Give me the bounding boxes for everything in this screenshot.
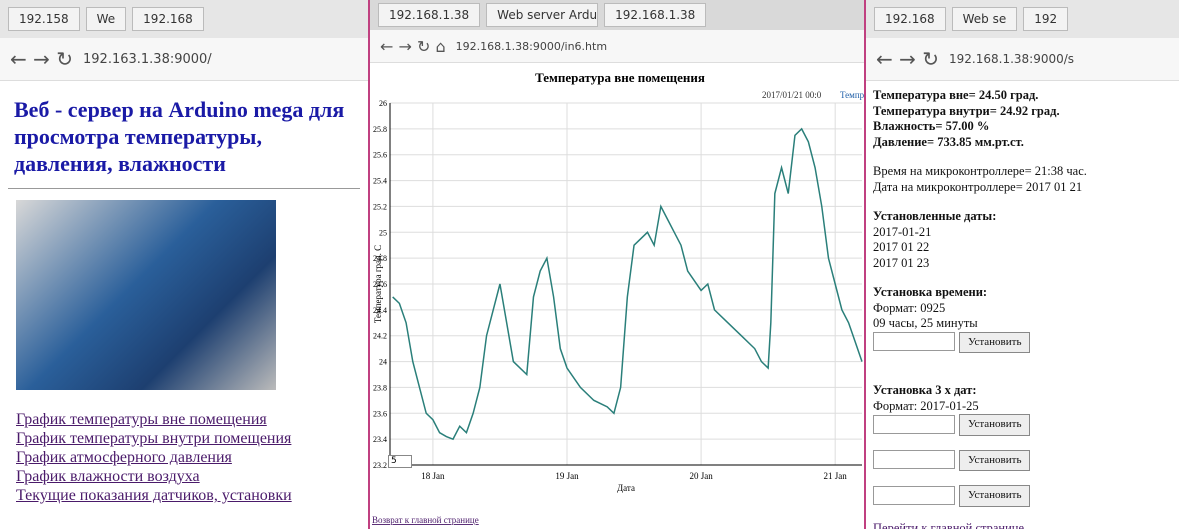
- y-tick-label: 23.6: [373, 409, 387, 418]
- section-title: Установка времени:: [873, 285, 988, 299]
- y-tick-label: 23.2: [373, 461, 387, 470]
- nav-link[interactable]: График температуры вне помещения: [16, 411, 267, 428]
- x-tick-label: 18 Jan: [421, 471, 445, 481]
- status-line: Давление= 733.85 мм.рт.ст.: [873, 134, 1024, 149]
- spacer: [873, 271, 1173, 285]
- set-button[interactable]: Установить: [959, 449, 1031, 471]
- tab[interactable]: 192.158: [8, 7, 80, 31]
- tab[interactable]: 192.168: [132, 7, 204, 31]
- status-line: Время на микроконтроллере= 21:38 час.: [873, 164, 1087, 178]
- text-input[interactable]: [873, 450, 955, 470]
- tab[interactable]: 192.168: [874, 7, 946, 31]
- tab[interactable]: 192.168.1.38: [604, 3, 707, 27]
- footer-link[interactable]: Возврат к главной странице: [372, 515, 479, 525]
- rule: [8, 188, 360, 189]
- spacer: [873, 353, 1173, 383]
- heading: Веб - сервер на Arduino mega для просмот…: [14, 97, 345, 176]
- text-input[interactable]: [873, 485, 955, 505]
- nav-icons[interactable]: ← → ↻ ⌂: [380, 36, 446, 56]
- right-window: 192.168 Web se 192 ← → ↻ 192.168.1.38:9000/…: [866, 0, 1179, 529]
- tab[interactable]: 192: [1023, 7, 1069, 31]
- arduino-image: [16, 200, 276, 390]
- nav-link[interactable]: График температуры внутри помещения: [16, 430, 292, 447]
- y-tick-label: 25.6: [373, 151, 387, 160]
- x-tick-label: 20 Jan: [689, 471, 713, 481]
- chart: Температура вне помещения 2017/01/21 00:0…: [372, 70, 864, 525]
- status-line: Влажность= 57.00 %: [873, 119, 990, 133]
- x-axis-label: Дата: [617, 483, 635, 493]
- y-tick-label: 23.8: [373, 383, 387, 392]
- address-bar: ← → ↻ 192.163.1.38:9000/: [0, 38, 368, 81]
- home-link[interactable]: Перейти к главной странице: [873, 520, 1025, 529]
- status-panel: Температура вне= 24.50 град. Температура …: [873, 88, 1173, 529]
- y-tick-label: 24: [379, 358, 387, 367]
- form-row: Установить: [873, 485, 1173, 507]
- y-tick-label: 24.6: [373, 280, 387, 289]
- data-line: [392, 127, 863, 441]
- roll-input[interactable]: 5: [388, 455, 412, 468]
- tab-bar: 192.168 Web se 192: [866, 0, 1179, 38]
- spacer: [873, 195, 1173, 209]
- set-button[interactable]: Установить: [959, 331, 1031, 353]
- status-line: 2017 01 22: [873, 240, 930, 254]
- y-tick-label: 24.8: [373, 254, 387, 263]
- format-text: Формат: 2017-01-25: [873, 398, 979, 413]
- address[interactable]: 192.168.1.38:9000/s: [949, 52, 1075, 66]
- format-text: Формат: 0925: [873, 300, 946, 315]
- y-tick-label: 25.8: [373, 125, 387, 134]
- legend-series: Темпр: [840, 90, 864, 100]
- nav-link[interactable]: График атмосферного давления: [16, 449, 232, 466]
- chart-title: Температура вне помещения: [535, 70, 705, 85]
- roll-box: 5: [388, 455, 412, 468]
- form-row: Установить: [873, 331, 1173, 353]
- set-button[interactable]: Установить: [959, 485, 1031, 507]
- x-tick-label: 21 Jan: [824, 471, 848, 481]
- nav-icons[interactable]: ← → ↻: [10, 47, 73, 71]
- tab[interactable]: We: [85, 7, 127, 31]
- nav-link[interactable]: Текущие показания датчиков, установки: [16, 487, 292, 504]
- y-tick-label: 25: [379, 228, 387, 237]
- y-tick-label: 25.2: [373, 202, 387, 211]
- nav-link[interactable]: График влажности воздуха: [16, 468, 200, 485]
- form-row: Установить: [873, 449, 1173, 471]
- status-line: Температура вне= 24.50 град.: [873, 88, 1039, 102]
- text-input[interactable]: [873, 414, 955, 434]
- set-button[interactable]: Установить: [959, 414, 1031, 436]
- tab[interactable]: 192.168.1.38: [378, 3, 481, 27]
- left-window: 192.158 We 192.168 ← → ↻ 192.163.1.38:9000/…: [0, 0, 370, 529]
- y-tick-label: 26: [379, 99, 387, 108]
- form-row: Установить: [873, 414, 1173, 436]
- tab[interactable]: Web se: [951, 7, 1018, 31]
- y-tick-label: 23.4: [373, 435, 387, 444]
- y-tick-label: 25.4: [373, 177, 387, 186]
- nav-icons[interactable]: ← → ↻: [876, 47, 939, 71]
- tab-bar: 192.158 We 192.168: [0, 0, 368, 38]
- legend-text: 2017/01/21 00:0: [762, 90, 822, 100]
- address-bar: ← → ↻ 192.168.1.38:9000/s: [866, 38, 1179, 81]
- address[interactable]: 192.163.1.38:9000/: [83, 51, 212, 67]
- tab[interactable]: Web server Arduino: [486, 3, 599, 27]
- status-line: Дата на микроконтроллере= 2017 01 21: [873, 179, 1083, 194]
- status-line: 2017 01 23: [873, 255, 930, 270]
- y-tick-label: 24.2: [373, 332, 387, 341]
- hint-text: 09 часы, 25 минуты: [873, 316, 978, 330]
- y-axis-label: Температура град. С: [373, 245, 383, 323]
- text-input[interactable]: [873, 332, 955, 352]
- status-line: 2017-01-21: [873, 224, 932, 239]
- address-bar: ← → ↻ ⌂ 192.168.1.38:9000/in6.htm: [370, 30, 864, 63]
- link-list: График температуры вне помещения График т…: [16, 410, 292, 505]
- section-title: Установленные даты:: [873, 209, 997, 223]
- y-tick-label: 24.4: [373, 306, 387, 315]
- address[interactable]: 192.168.1.38:9000/in6.htm: [455, 39, 608, 53]
- x-tick-label: 19 Jan: [555, 471, 579, 481]
- status-line: Температура внутри= 24.92 град.: [873, 103, 1060, 118]
- section-title: Установка 3 х дат:: [873, 383, 977, 397]
- spacer: [873, 150, 1173, 164]
